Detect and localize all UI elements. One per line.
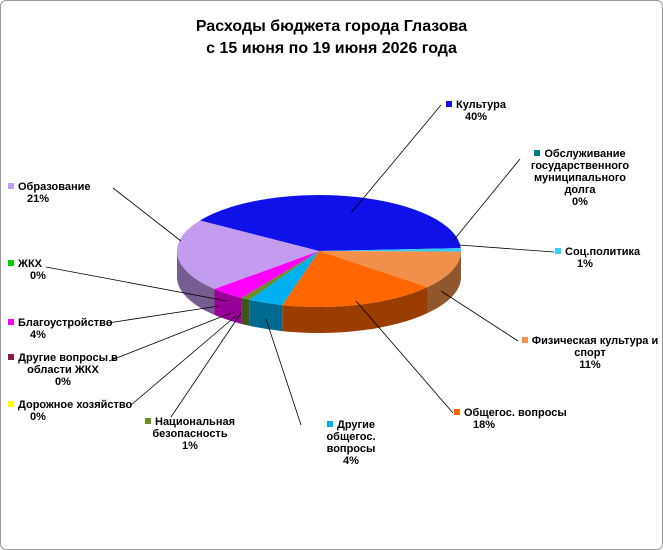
- value-label: 1%: [182, 440, 198, 452]
- label-marker: [454, 409, 460, 415]
- pie-slice-side: [249, 299, 283, 332]
- value-label: 0%: [30, 411, 46, 423]
- leader-line: [350, 104, 442, 214]
- leader-line: [265, 318, 302, 426]
- value-label: 21%: [26, 193, 50, 205]
- leader-line: [107, 305, 220, 324]
- leader-line: [108, 312, 232, 362]
- pie-slice-side: [214, 288, 242, 324]
- category-label: ЖКХ: [18, 258, 42, 270]
- value-label: 0%: [30, 270, 46, 282]
- value-label: 4%: [343, 455, 359, 467]
- category-label: Другие вопросы в области ЖКХ: [18, 352, 118, 376]
- pie-slice: [214, 251, 319, 298]
- leader-line: [130, 314, 238, 406]
- leader-line: [452, 158, 521, 242]
- value-label: 11%: [579, 359, 601, 371]
- label-marker: [8, 354, 15, 360]
- category-label: Соц.политика: [565, 246, 641, 258]
- category-label: Физическая культура и спорт: [531, 335, 659, 359]
- pie-slice: [249, 251, 319, 306]
- pie-slice: [319, 248, 461, 252]
- label-marker: [555, 248, 561, 254]
- data-label: Другие вопросы в области ЖКХ 0%: [8, 352, 118, 388]
- pie-slice-side: [241, 297, 250, 326]
- data-label: Дорожное хозяйство 0%: [8, 399, 148, 423]
- category-label: Общегос. вопросы: [464, 407, 567, 419]
- data-label: Культура 40%: [446, 99, 526, 123]
- pie-slice-side: [427, 251, 461, 314]
- label-marker: [327, 421, 333, 427]
- value-label: 4%: [30, 329, 46, 341]
- data-label: Благоустройство 4%: [8, 317, 118, 341]
- leader-line: [170, 312, 242, 418]
- pie-slice: [176, 220, 319, 289]
- leader-line: [45, 266, 228, 302]
- data-label: Другие общегос. вопросы 4%: [301, 419, 401, 467]
- value-label: 0%: [572, 196, 588, 208]
- label-marker: [8, 183, 14, 189]
- value-label: 18%: [472, 419, 496, 431]
- category-label: Дорожное хозяйство: [18, 399, 133, 411]
- chart-title: Расходы бюджета города Глазова: [195, 18, 468, 35]
- data-label: Соц.политика 1%: [555, 246, 645, 270]
- leader-line: [440, 290, 519, 342]
- label-marker: [446, 101, 452, 107]
- value-label: 40%: [464, 111, 488, 123]
- label-marker: [534, 150, 541, 156]
- category-label: Культура: [456, 99, 506, 111]
- data-label: Общегос. вопросы 18%: [454, 407, 574, 431]
- label-marker: [8, 319, 14, 325]
- category-label: Другие общегос. вопросы: [326, 419, 376, 455]
- label-marker: [145, 418, 151, 424]
- data-label: ЖКХ 0%: [8, 258, 58, 282]
- data-label: Образование 21%: [8, 181, 118, 205]
- leader-line: [458, 244, 555, 253]
- chart-subtitle: с 15 июня по 19 июня 2026 года: [206, 40, 457, 57]
- data-label: Физическая культура и спорт 11%: [520, 335, 660, 371]
- value-label: 1%: [577, 258, 593, 270]
- pie-slice-side: [282, 287, 428, 333]
- label-marker: [8, 401, 14, 407]
- pie-slice: [282, 251, 428, 307]
- data-label: Обслуживание государственного муниципаль…: [520, 148, 640, 208]
- label-marker: [8, 260, 14, 266]
- label-marker: [521, 337, 528, 343]
- category-label: Национальная безопасность: [152, 416, 235, 440]
- pie-slice: [241, 251, 319, 300]
- category-label: Благоустройство: [18, 317, 113, 329]
- pie-slice: [319, 251, 461, 288]
- pie-slice-side: [177, 251, 215, 315]
- data-label: Национальная безопасность 1%: [145, 416, 235, 452]
- category-label: Обслуживание государственного муниципаль…: [530, 148, 630, 196]
- leader-line: [112, 187, 182, 242]
- leader-line: [355, 300, 454, 414]
- category-label: Образование: [18, 181, 91, 193]
- value-label: 0%: [55, 376, 71, 388]
- pie-slice: [199, 195, 461, 251]
